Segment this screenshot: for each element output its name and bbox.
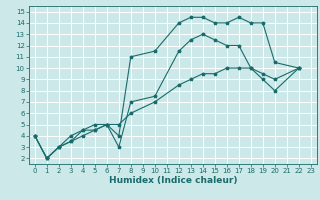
X-axis label: Humidex (Indice chaleur): Humidex (Indice chaleur) <box>108 176 237 185</box>
